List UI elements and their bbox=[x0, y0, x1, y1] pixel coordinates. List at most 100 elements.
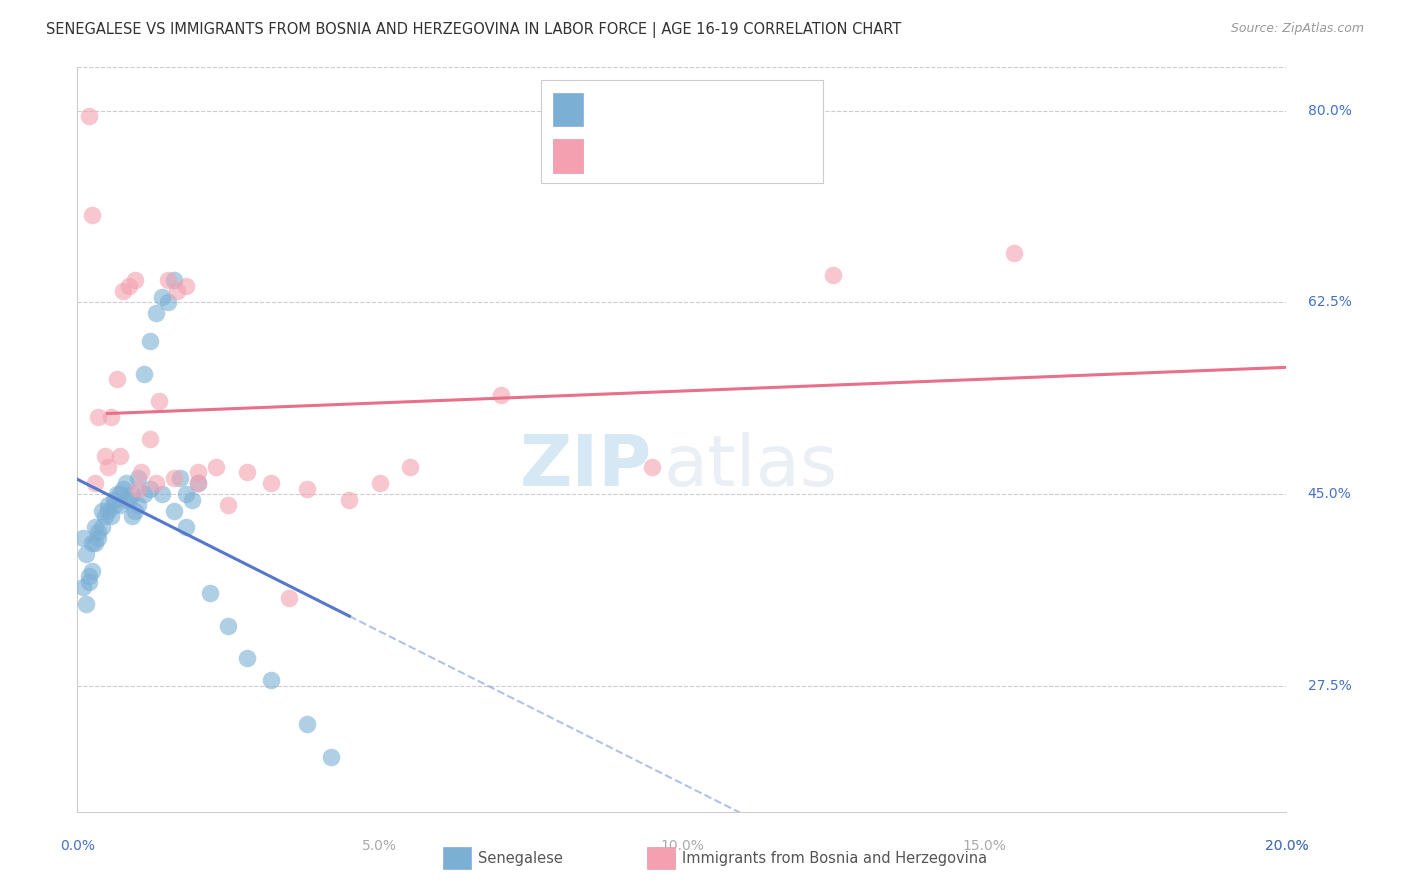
Point bbox=[139, 482, 162, 496]
Text: Source: ZipAtlas.com: Source: ZipAtlas.com bbox=[1230, 22, 1364, 36]
Point bbox=[124, 273, 146, 287]
Text: ZIP: ZIP bbox=[519, 433, 652, 501]
Point bbox=[87, 531, 110, 545]
Point bbox=[295, 717, 318, 731]
Point bbox=[139, 334, 162, 348]
Text: R = -0.214   N = 53: R = -0.214 N = 53 bbox=[595, 101, 745, 115]
Point bbox=[127, 470, 149, 484]
Point bbox=[79, 569, 101, 583]
Point bbox=[114, 476, 136, 491]
Point bbox=[108, 487, 131, 501]
Point bbox=[87, 525, 110, 540]
Point bbox=[321, 750, 343, 764]
Point bbox=[200, 585, 222, 599]
Point bbox=[108, 449, 131, 463]
Point bbox=[187, 476, 209, 491]
Text: 20.0%: 20.0% bbox=[1264, 839, 1309, 853]
Point bbox=[174, 487, 197, 501]
Point bbox=[339, 492, 360, 507]
Point bbox=[205, 459, 228, 474]
Point bbox=[157, 295, 180, 310]
Point bbox=[82, 536, 104, 550]
Text: atlas: atlas bbox=[664, 433, 838, 501]
Point bbox=[187, 465, 209, 479]
Text: 0.0%: 0.0% bbox=[60, 839, 94, 853]
Point bbox=[93, 449, 115, 463]
Point bbox=[127, 498, 149, 512]
Point bbox=[111, 482, 134, 496]
Text: 45.0%: 45.0% bbox=[1308, 487, 1351, 501]
Point bbox=[87, 410, 110, 425]
Text: 5.0%: 5.0% bbox=[363, 839, 396, 853]
Point bbox=[1004, 246, 1026, 260]
Point bbox=[105, 372, 128, 386]
Point bbox=[79, 109, 101, 123]
Point bbox=[103, 492, 125, 507]
Point bbox=[84, 476, 107, 491]
Point bbox=[169, 470, 191, 484]
Point bbox=[84, 536, 107, 550]
Point bbox=[295, 482, 318, 496]
Point bbox=[157, 273, 180, 287]
Point bbox=[148, 394, 170, 409]
Point bbox=[163, 273, 186, 287]
Text: Senegalese: Senegalese bbox=[478, 851, 562, 865]
Text: 80.0%: 80.0% bbox=[1308, 103, 1351, 118]
Point bbox=[150, 487, 173, 501]
Text: SENEGALESE VS IMMIGRANTS FROM BOSNIA AND HERZEGOVINA IN LABOR FORCE | AGE 16-19 : SENEGALESE VS IMMIGRANTS FROM BOSNIA AND… bbox=[46, 22, 901, 38]
Point bbox=[163, 503, 186, 517]
Point bbox=[100, 508, 122, 523]
Point bbox=[181, 492, 204, 507]
Point bbox=[72, 531, 94, 545]
Point bbox=[166, 285, 188, 299]
Text: 20.0%: 20.0% bbox=[1264, 839, 1309, 853]
Point bbox=[129, 465, 152, 479]
Point bbox=[368, 476, 391, 491]
Point bbox=[121, 508, 143, 523]
Text: 10.0%: 10.0% bbox=[659, 839, 704, 853]
Point bbox=[218, 498, 240, 512]
Point bbox=[100, 410, 122, 425]
Point bbox=[103, 498, 125, 512]
Point bbox=[82, 564, 104, 578]
Point bbox=[399, 459, 422, 474]
Point bbox=[163, 470, 186, 484]
Point bbox=[111, 285, 134, 299]
Point bbox=[150, 290, 173, 304]
Point bbox=[75, 547, 97, 561]
Point bbox=[641, 459, 664, 474]
Point bbox=[187, 476, 209, 491]
Point bbox=[82, 208, 104, 222]
Point bbox=[90, 503, 112, 517]
Point bbox=[118, 492, 141, 507]
Point bbox=[75, 597, 97, 611]
Point bbox=[90, 520, 112, 534]
Point bbox=[235, 651, 257, 665]
Text: 62.5%: 62.5% bbox=[1308, 295, 1351, 310]
Point bbox=[260, 673, 283, 688]
Text: 15.0%: 15.0% bbox=[962, 839, 1007, 853]
Point bbox=[145, 306, 167, 320]
Point bbox=[121, 487, 143, 501]
Point bbox=[72, 580, 94, 594]
Point bbox=[127, 482, 149, 496]
Point bbox=[235, 465, 257, 479]
Point bbox=[96, 503, 118, 517]
Point bbox=[174, 520, 197, 534]
Point bbox=[124, 503, 146, 517]
Text: 27.5%: 27.5% bbox=[1308, 679, 1351, 693]
Point bbox=[118, 279, 141, 293]
Point bbox=[821, 268, 844, 282]
Point bbox=[79, 574, 101, 589]
Point bbox=[108, 498, 131, 512]
Point bbox=[93, 508, 115, 523]
Point bbox=[174, 279, 197, 293]
Point bbox=[278, 591, 301, 606]
Point bbox=[114, 492, 136, 507]
Point bbox=[218, 618, 240, 632]
Point bbox=[96, 498, 118, 512]
Point bbox=[105, 487, 128, 501]
Text: R =  0.347   N = 36: R = 0.347 N = 36 bbox=[595, 148, 744, 162]
Point bbox=[260, 476, 283, 491]
Text: Immigrants from Bosnia and Herzegovina: Immigrants from Bosnia and Herzegovina bbox=[682, 851, 987, 865]
